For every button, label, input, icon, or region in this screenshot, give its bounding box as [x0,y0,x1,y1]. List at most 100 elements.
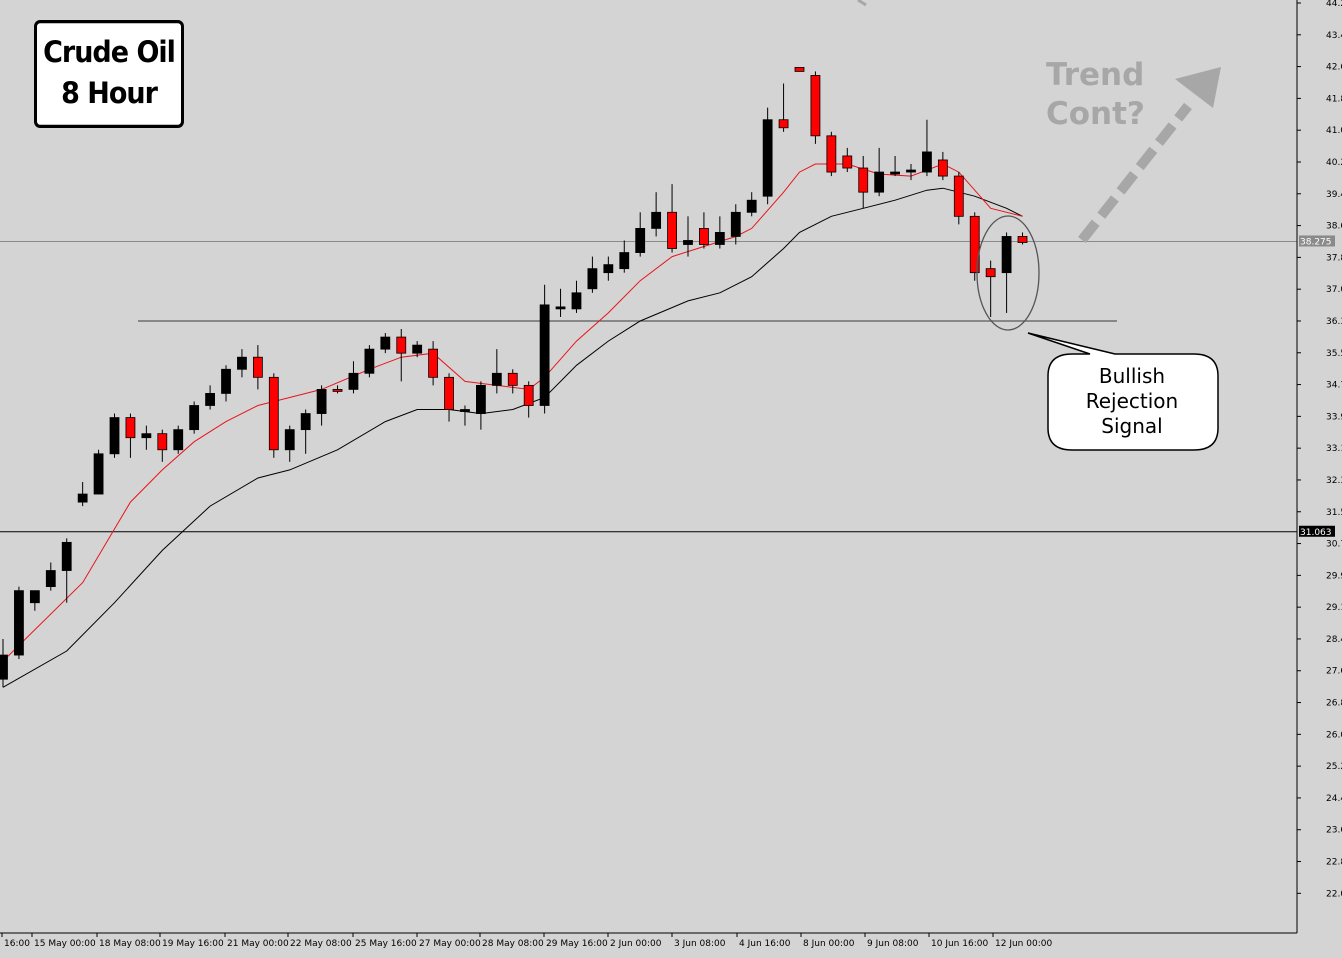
candle[interactable] [746,192,757,217]
time-tick-label: 21 May 00:00 [227,939,289,949]
candle[interactable] [890,155,900,177]
candle-body [475,384,486,414]
candle[interactable] [237,349,247,378]
callout-text-line2: Rejection [1085,389,1179,413]
candle-body [937,159,948,177]
candle-body [109,417,120,455]
candle[interactable] [1017,232,1028,245]
candle[interactable] [125,413,136,458]
candle[interactable] [77,481,88,507]
candle[interactable] [157,429,168,462]
candle[interactable] [475,381,486,430]
price-tick-label: 30.770 [1326,540,1342,550]
candle-body [746,199,757,213]
candle[interactable] [874,147,885,197]
candle-body [173,429,184,451]
candle[interactable] [826,131,837,177]
candle[interactable] [332,385,343,394]
candle-body [906,169,916,173]
candle[interactable] [714,216,725,249]
candle[interactable] [842,147,853,173]
candle[interactable] [922,119,932,177]
callout-text-line3: Signal [1101,414,1163,438]
candle-body [635,227,646,253]
candle[interactable] [29,590,40,611]
candle-body [826,135,837,173]
candle[interactable] [937,151,948,181]
candle-body [683,240,693,245]
candle[interactable] [428,341,439,386]
candle[interactable] [364,345,375,378]
candle[interactable] [61,538,72,603]
candle[interactable] [699,212,709,249]
price-tick-label: 44.200 [1326,0,1342,9]
candle[interactable] [221,365,231,402]
candle[interactable] [555,288,566,317]
candle[interactable] [252,345,263,390]
candle[interactable] [619,240,630,273]
candle[interactable] [412,341,423,358]
candle[interactable] [268,373,279,458]
candle-body [539,304,550,406]
candle[interactable] [778,83,789,132]
candle[interactable] [316,385,327,426]
candle[interactable] [284,425,295,462]
candle[interactable] [794,67,805,72]
candle[interactable] [300,409,311,454]
candle[interactable] [730,204,741,245]
candle[interactable] [205,385,215,410]
candle[interactable] [603,256,614,281]
candle[interactable] [141,425,152,450]
candle[interactable] [45,562,56,591]
time-tick-label: 19 May 16:00 [162,939,224,949]
candle[interactable] [571,280,582,313]
candle[interactable] [523,381,534,418]
candle[interactable] [667,184,677,253]
candle-body [252,356,263,378]
candle-body [412,344,423,354]
candle-body [221,368,231,394]
candle-body [762,119,773,197]
candle-body [141,433,152,439]
candle[interactable] [810,71,821,144]
price-tick-label: 41.040 [1326,126,1342,136]
candle-body [444,376,454,410]
candle-body [651,211,662,229]
candle[interactable] [444,373,454,422]
candle[interactable] [173,425,184,454]
candle[interactable] [0,638,8,688]
candle[interactable] [587,256,598,293]
current-price-tag [1299,235,1335,247]
candle[interactable] [953,172,964,225]
price-tick-label: 36.300 [1326,317,1342,327]
candle[interactable] [969,212,980,281]
candle[interactable] [189,401,200,434]
candle[interactable] [380,333,391,354]
candle[interactable] [396,329,407,382]
candle[interactable] [985,260,996,317]
candle[interactable] [1001,232,1012,313]
candle[interactable] [348,361,359,394]
time-tick-label: 9 Jun 08:00 [867,939,919,949]
candle[interactable] [683,216,693,257]
candle[interactable] [460,405,470,426]
candle-body [0,654,8,680]
time-tick-label: 27 May 00:00 [419,939,481,949]
fast-moving-average-line [2,163,1023,662]
candle[interactable] [858,155,869,209]
candle[interactable] [507,369,518,394]
candle[interactable] [539,284,550,414]
candle[interactable] [491,349,502,394]
candle[interactable] [651,192,662,237]
candle[interactable] [14,586,24,660]
candle[interactable] [762,107,773,205]
candle-body [778,119,789,129]
candle[interactable] [906,164,916,181]
candle[interactable] [635,212,646,257]
candle[interactable] [109,413,120,458]
candle[interactable] [93,449,104,495]
candle-body [1001,236,1012,274]
